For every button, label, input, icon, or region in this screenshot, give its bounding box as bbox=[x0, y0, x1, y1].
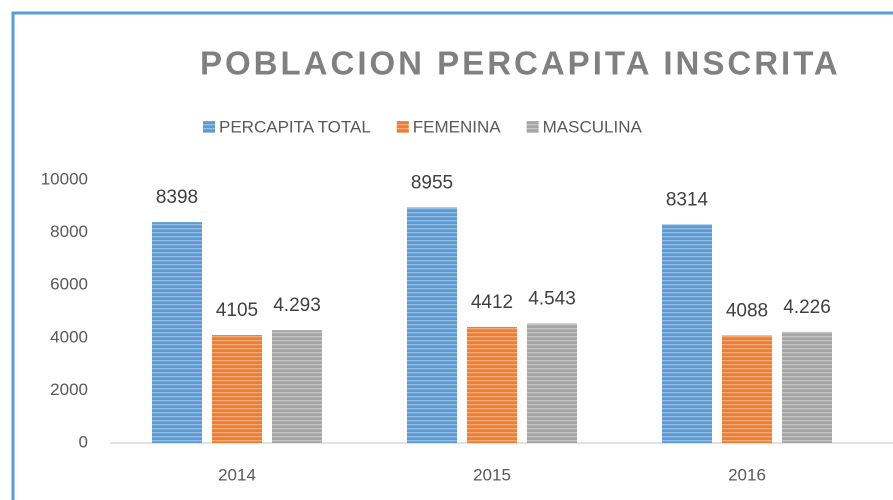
legend-swatch bbox=[526, 121, 539, 133]
data-label: 8955 bbox=[411, 172, 453, 193]
y-tick-label: 6000 bbox=[50, 275, 88, 294]
data-label: 4.293 bbox=[273, 295, 321, 316]
y-tick-label: 2000 bbox=[50, 380, 88, 399]
x-tick-label: 2015 bbox=[473, 465, 511, 484]
frame bbox=[11, 11, 893, 500]
bar bbox=[272, 330, 322, 443]
data-label: 4105 bbox=[216, 300, 258, 321]
bar bbox=[527, 323, 577, 443]
data-label: 8398 bbox=[156, 187, 198, 208]
bar bbox=[407, 207, 457, 443]
bar bbox=[212, 335, 262, 443]
data-label: 4088 bbox=[726, 301, 768, 322]
y-tick-label: 0 bbox=[79, 432, 88, 451]
bar bbox=[467, 326, 517, 443]
legend-swatch bbox=[203, 121, 215, 133]
x-tick-label: 2016 bbox=[728, 465, 766, 484]
x-tick-label: 2014 bbox=[218, 465, 256, 484]
y-tick-label: 8000 bbox=[50, 222, 88, 241]
legend-label: PERCAPITA TOTAL bbox=[219, 117, 371, 136]
bar bbox=[152, 222, 202, 443]
y-tick-label: 10000 bbox=[41, 169, 88, 188]
chart-title: POBLACION PERCAPITA INSCRITA bbox=[200, 45, 841, 82]
y-tick-label: 4000 bbox=[50, 327, 88, 346]
data-label: 4412 bbox=[471, 292, 513, 313]
legend-label: MASCULINA bbox=[543, 117, 643, 136]
data-label: 4.543 bbox=[528, 289, 576, 310]
bar bbox=[722, 335, 772, 443]
legend-swatch bbox=[396, 121, 409, 133]
legend-label: FEMENINA bbox=[413, 117, 502, 136]
bar bbox=[662, 224, 712, 443]
data-label: 4.226 bbox=[783, 297, 831, 318]
data-label: 8314 bbox=[666, 189, 709, 210]
bar bbox=[782, 331, 832, 443]
